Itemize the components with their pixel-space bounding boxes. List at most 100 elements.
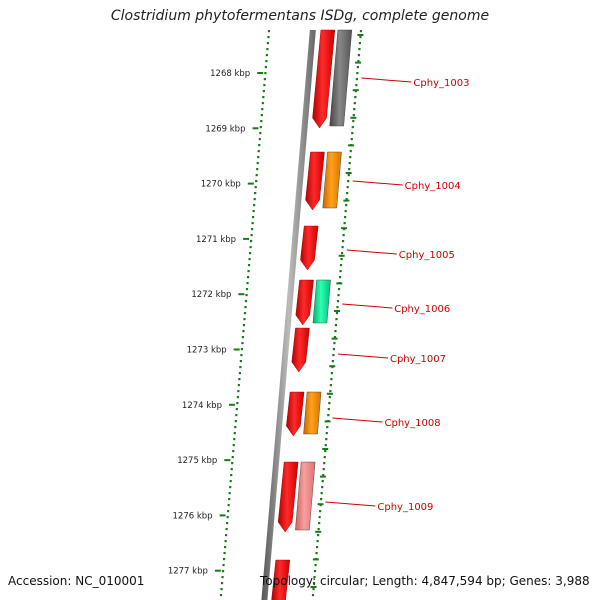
- guide-dot: [317, 528, 320, 531]
- guide-dot: [321, 480, 324, 483]
- red-cds-arrow: [300, 225, 319, 271]
- red-cds-arrow: [305, 151, 325, 211]
- guide-dot: [331, 360, 334, 363]
- guide-dot: [336, 306, 339, 309]
- guide-dot: [312, 588, 315, 591]
- guide-dot: [239, 366, 242, 369]
- guide-dot: [253, 204, 256, 207]
- guide-dot: [254, 192, 257, 195]
- red-cds-arrow: [271, 559, 291, 600]
- guide-dot: [260, 114, 263, 117]
- map-title: Clostridium phytofermentans ISDg, comple…: [110, 8, 490, 24]
- guide-dot: [242, 330, 245, 333]
- guide-dot: [252, 216, 255, 219]
- guide-dot: [342, 234, 345, 237]
- guide-dot: [219, 594, 223, 597]
- guide-dot: [256, 168, 259, 171]
- guide-dot: [237, 390, 240, 393]
- guide-dot: [315, 546, 319, 549]
- guide-dot: [244, 306, 247, 309]
- guide-dot: [245, 288, 249, 291]
- gene-label: Cphy_1003: [413, 78, 469, 89]
- guide-dot: [250, 234, 253, 237]
- guide-dot: [248, 252, 252, 255]
- guide-dot: [240, 354, 243, 357]
- guide-dot: [266, 48, 269, 51]
- guide-dot: [339, 270, 342, 273]
- guide-dot: [223, 552, 226, 555]
- guide-dot: [230, 468, 233, 471]
- guide-dot: [337, 294, 340, 297]
- guide-dot: [355, 84, 358, 87]
- guide-dot: [261, 102, 264, 105]
- guide-dot: [322, 468, 325, 471]
- guide-dot: [326, 426, 329, 429]
- guide-dot: [266, 42, 270, 45]
- guide-dot: [225, 534, 228, 537]
- guide-dot: [240, 348, 244, 351]
- guide-dot: [243, 312, 247, 315]
- guide-dot: [347, 180, 350, 183]
- guide-dot: [265, 54, 269, 57]
- guide-dot: [334, 330, 337, 333]
- guide-dot: [314, 564, 317, 567]
- guide-dot: [352, 120, 355, 123]
- guide-dot: [235, 408, 238, 411]
- guide-dot: [313, 576, 316, 579]
- guide-dot: [262, 90, 265, 93]
- guide-dot: [321, 486, 324, 489]
- gene-track: [271, 29, 353, 600]
- label-leader: [346, 249, 397, 255]
- guide-dot: [263, 84, 266, 87]
- guide-dot: [358, 42, 362, 45]
- guide-dot: [247, 264, 251, 267]
- guide-dot: [359, 36, 362, 39]
- kbp-ruler: 1268 kbp 1269 kbp 1270 kbp 1271 kbp 1272 kbp…: [168, 34, 364, 588]
- red-cds-arrow: [295, 279, 314, 326]
- guide-dot: [262, 96, 265, 99]
- guide-dot: [221, 576, 224, 579]
- guide-dot: [227, 504, 230, 507]
- guide-dot: [253, 198, 256, 201]
- guide-dot: [354, 96, 357, 99]
- guide-dot: [325, 432, 328, 435]
- guide-dot: [359, 30, 363, 33]
- ruler-label: 1275 kbp: [177, 456, 217, 466]
- guide-dot: [241, 342, 244, 345]
- red-cds-arrow: [312, 29, 336, 129]
- genome-summary-text: Topology: circular; Length: 4,847,594 bp…: [260, 574, 590, 588]
- guide-dot: [330, 378, 333, 381]
- label-leader: [325, 501, 376, 507]
- guide-dot: [357, 60, 360, 63]
- guide-dot: [318, 516, 321, 519]
- backbone-line: [261, 30, 316, 600]
- guide-dot: [355, 78, 358, 81]
- label-leader: [337, 353, 389, 359]
- gene-labels: Cphy_1003 Cphy_1004 Cphy_1005 Cphy_1006 Cphy…: [325, 77, 469, 513]
- guide-dot: [248, 258, 251, 261]
- guide-dot: [260, 120, 263, 123]
- guide-dot: [351, 132, 354, 135]
- label-leader: [332, 417, 383, 423]
- ruler-label: 1276 kbp: [173, 511, 213, 521]
- guide-dot: [313, 570, 317, 573]
- guide-dot: [327, 414, 330, 417]
- guide-dot: [345, 204, 348, 207]
- gene-feature-orange: [303, 391, 322, 435]
- ruler-label: 1274 kbp: [182, 401, 222, 411]
- guide-dot: [337, 288, 341, 291]
- guide-dot: [234, 426, 237, 429]
- guide-dot: [357, 54, 361, 57]
- genome-backbone: [261, 30, 316, 600]
- guide-dot: [233, 432, 236, 435]
- guide-dot: [344, 210, 347, 213]
- ruler-label: 1271 kbp: [196, 235, 236, 245]
- guide-dot: [336, 300, 340, 303]
- guide-dot: [231, 462, 234, 465]
- gene-label: Cphy_1008: [385, 418, 441, 429]
- guide-dot: [346, 186, 349, 189]
- gene-feature-green: [312, 279, 331, 324]
- guide-dot: [339, 264, 343, 267]
